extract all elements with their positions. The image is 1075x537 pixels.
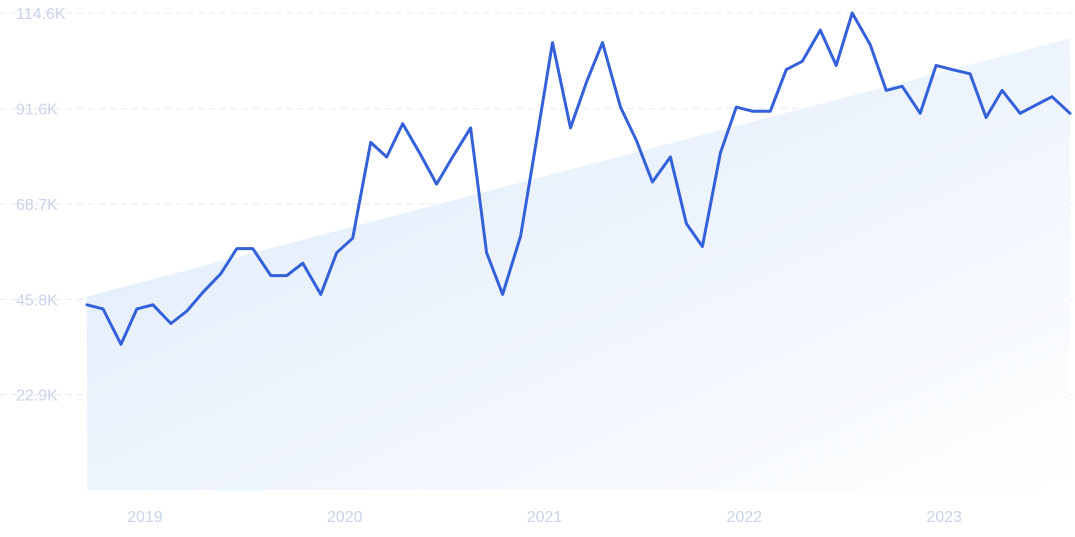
y-tick-label: 91.6K (16, 102, 58, 119)
y-tick-label: 22.9K (16, 388, 58, 405)
x-tick-label: 2023 (926, 509, 962, 526)
x-tick-label: 2020 (327, 509, 363, 526)
y-tick-label: 114.6K (16, 6, 66, 23)
y-tick-label: 68.7K (16, 197, 58, 214)
series-line (85, 11, 1072, 346)
x-tick-label: 2021 (527, 509, 563, 526)
x-tick-label: 2022 (727, 509, 763, 526)
y-tick-label: 45.8K (16, 292, 58, 309)
trend-area (87, 38, 1070, 491)
x-tick-label: 2019 (127, 509, 163, 526)
